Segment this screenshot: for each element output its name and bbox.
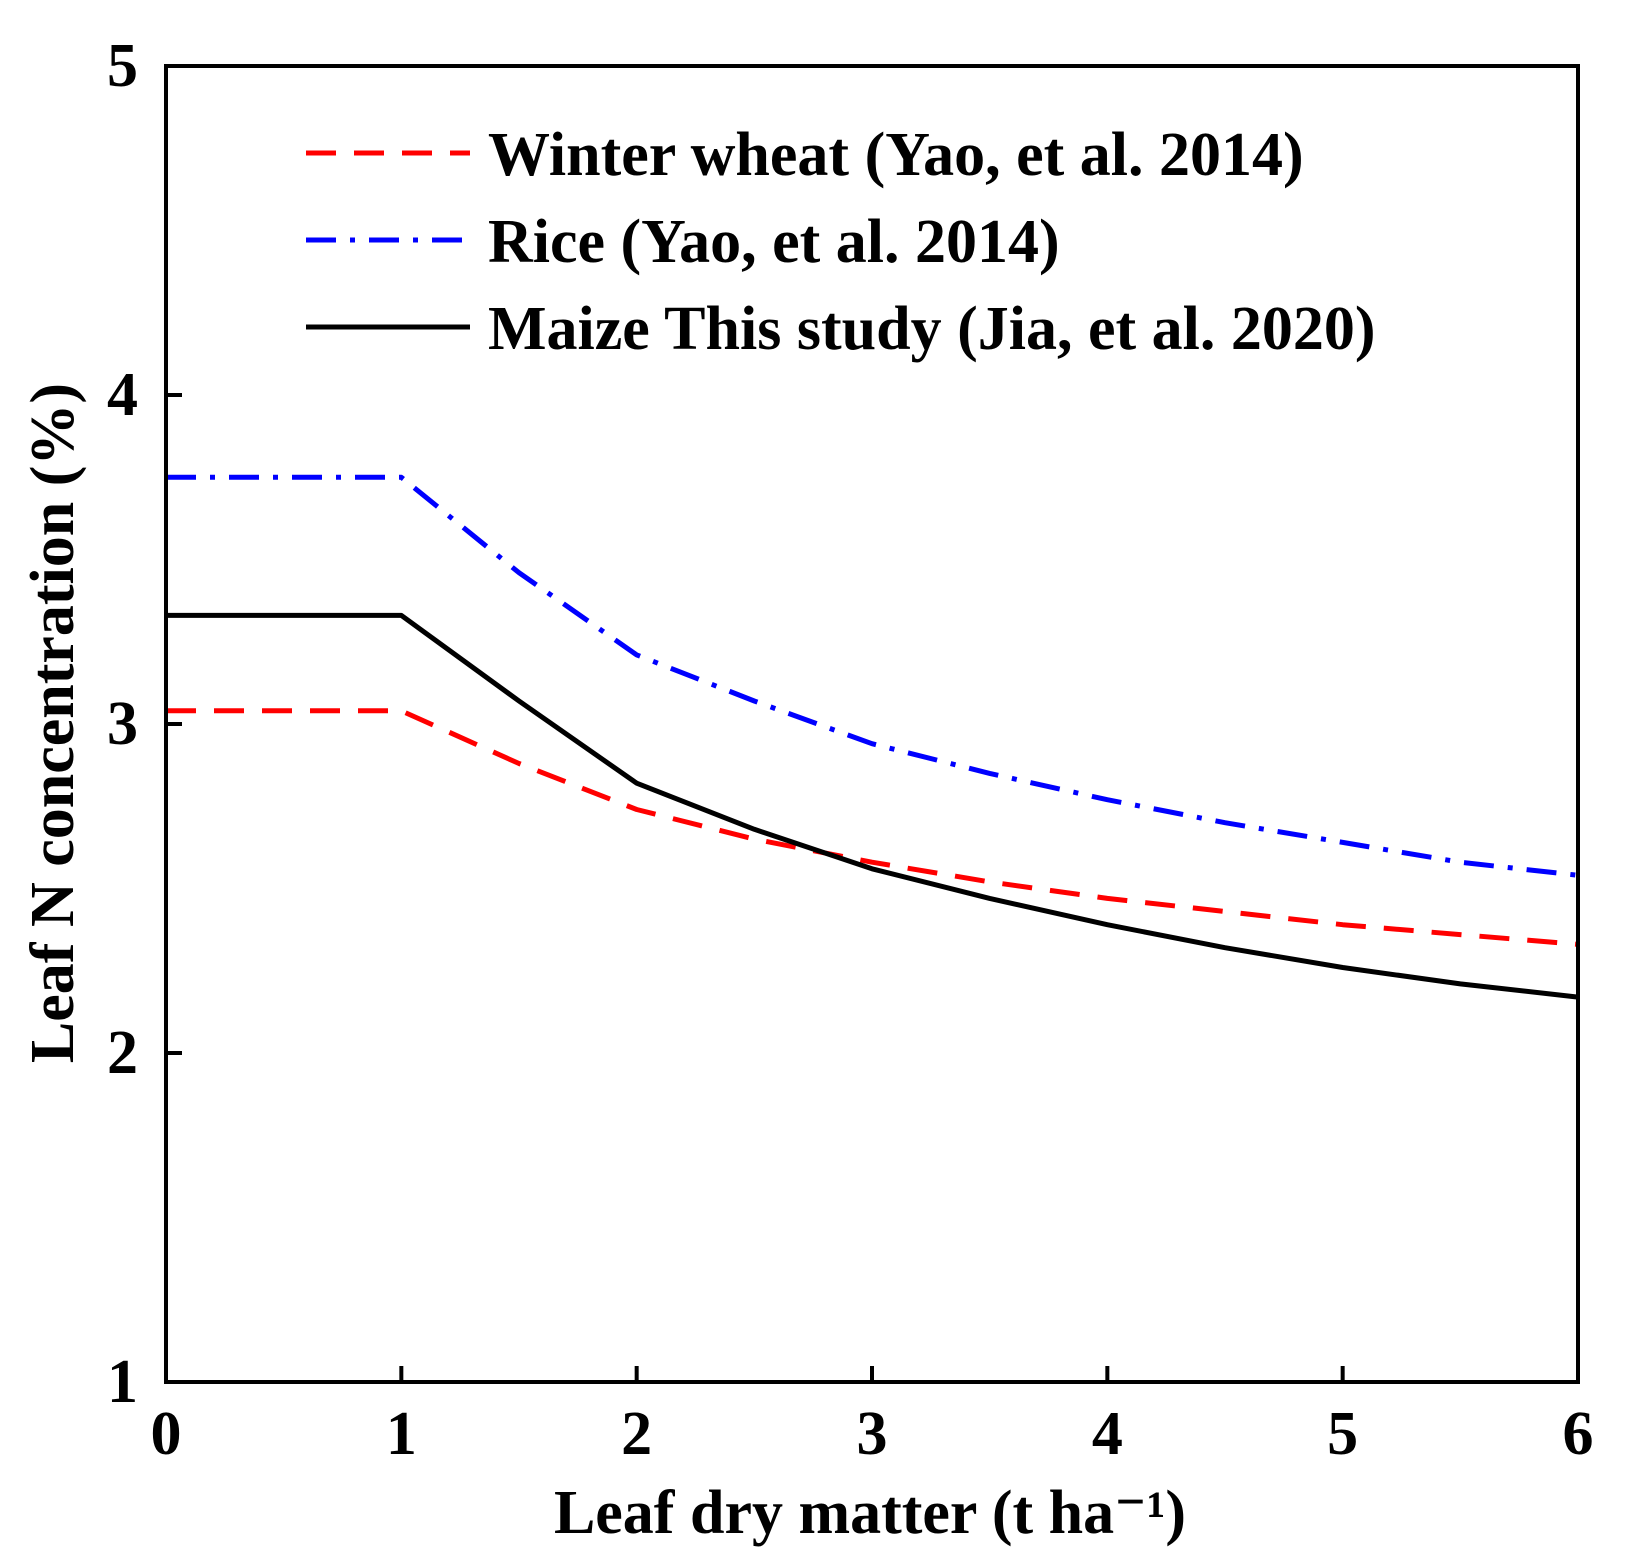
y-tick-label: 4 <box>107 361 138 429</box>
x-tick-label: 5 <box>1327 1400 1358 1468</box>
legend: Winter wheat (Yao, et al. 2014) Rice (Yao… <box>306 121 1376 363</box>
series-lines <box>166 474 1579 1000</box>
y-tick-label: 2 <box>107 1019 138 1087</box>
legend-label-0: Winter wheat (Yao, et al. 2014) <box>488 121 1304 189</box>
x-axis-title: Leaf dry matter (t ha⁻¹) <box>554 1479 1186 1547</box>
y-tick-label: 3 <box>107 690 138 758</box>
y-tick-label: 1 <box>107 1348 138 1416</box>
x-axis-ticks: 0 1 2 3 4 5 6 <box>151 1366 1594 1468</box>
y-axis-title: Leaf N concentration (%) <box>19 383 87 1063</box>
series-line-2 <box>166 612 1579 1000</box>
series-line-1 <box>166 474 1579 878</box>
x-tick-label: 6 <box>1563 1400 1594 1468</box>
x-tick-label: 0 <box>151 1400 182 1468</box>
legend-label-2: Maize This study (Jia, et al. 2020) <box>488 295 1376 363</box>
x-tick-label: 2 <box>621 1400 652 1468</box>
y-axis-ticks: 1 2 3 4 5 <box>107 32 182 1416</box>
x-tick-label: 1 <box>386 1400 417 1468</box>
x-tick-label: 4 <box>1092 1400 1123 1468</box>
series-line-0 <box>166 708 1579 947</box>
legend-label-1: Rice (Yao, et al. 2014) <box>488 208 1060 276</box>
x-tick-label: 3 <box>857 1400 888 1468</box>
y-tick-label: 5 <box>107 32 138 100</box>
